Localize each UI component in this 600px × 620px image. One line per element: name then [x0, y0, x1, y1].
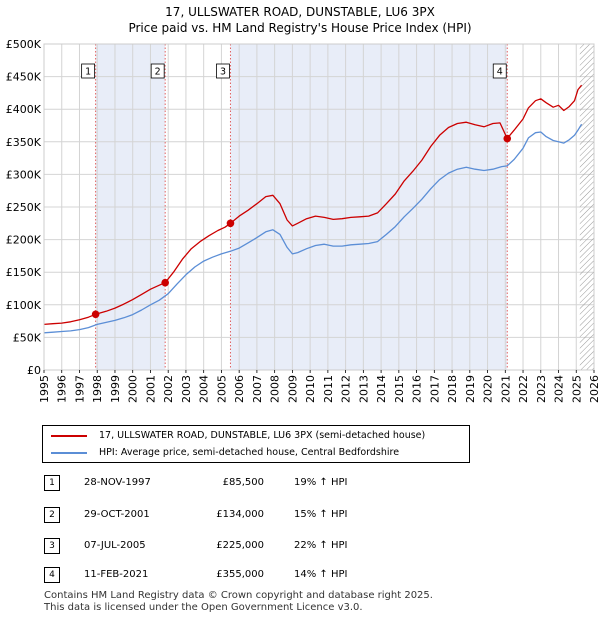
sale-price: £134,000 [216, 509, 264, 520]
sale-label-box [492, 63, 507, 79]
legend-swatch-property [51, 434, 87, 437]
legend-label-property: 17, ULLSWATER ROAD, DUNSTABLE, LU6 3PX (… [99, 430, 426, 441]
hatched-region [579, 44, 594, 370]
sale-hpi-diff: 22% ↑ HPI [294, 540, 348, 551]
x-tick-label: 2006 [233, 375, 246, 403]
x-tick-label: 2012 [340, 375, 353, 403]
x-tick-label: 2003 [180, 375, 193, 403]
y-tick-label: £250K [6, 201, 42, 214]
sale-price: £225,000 [216, 540, 264, 551]
y-tick-label: £0 [27, 364, 41, 377]
x-tick-label: 2023 [535, 375, 548, 403]
y-tick-label: £100K [6, 299, 42, 312]
x-tick-label: 2005 [215, 375, 228, 403]
y-tick-label: £400K [6, 103, 42, 116]
sale-number-badge: 1 [44, 475, 60, 491]
axes: £0 £50K £100K £150K £200K £250K £300K £350K £400… [6, 38, 600, 403]
sale-price: £355,000 [216, 569, 264, 580]
x-tick-label: 1999 [109, 375, 122, 403]
sale-label: 4 [497, 67, 503, 78]
sale-date: 07-JUL-2005 [84, 540, 146, 551]
x-tick-label: 2025 [570, 375, 583, 403]
sale-label: 2 [155, 67, 161, 78]
y-tick-label: £200K [6, 234, 42, 247]
plot-frame [43, 43, 595, 371]
sale-label-box [150, 63, 165, 79]
x-tick-label: 2026 [588, 375, 600, 403]
sale-date: 29-OCT-2001 [84, 509, 150, 520]
x-tick-label: 2013 [357, 375, 370, 403]
y-tick-label: £300K [6, 168, 42, 181]
x-tick-label: 1998 [91, 375, 104, 403]
legend: 17, ULLSWATER ROAD, DUNSTABLE, LU6 3PX (… [42, 425, 470, 463]
footer-copyright: Contains HM Land Registry data © Crown c… [44, 590, 433, 601]
footer-licence: This data is licensed under the Open Gov… [44, 602, 363, 613]
y-tick-label: £500K [6, 38, 42, 51]
chart-title: 17, ULLSWATER ROAD, DUNSTABLE, LU6 3PX [165, 5, 435, 19]
sale-number-badge: 3 [44, 538, 60, 554]
sale-number-badge: 4 [44, 567, 60, 583]
sale-number-badge: 2 [44, 507, 60, 523]
x-tick-label: 2007 [251, 375, 264, 403]
sale-label-box [81, 63, 96, 79]
legend-item-property: 17, ULLSWATER ROAD, DUNSTABLE, LU6 3PX (… [51, 428, 425, 444]
x-tick-label: 2020 [482, 375, 495, 403]
x-tick-label: 2016 [411, 375, 424, 403]
x-tick-label: 2010 [304, 375, 317, 403]
series-lines [43, 84, 583, 334]
x-tick-label: 2009 [286, 375, 299, 403]
sale-hpi-diff: 15% ↑ HPI [294, 509, 348, 520]
sale-label: 3 [220, 67, 226, 78]
x-tick-label: 2022 [517, 375, 530, 403]
sale-point [91, 310, 100, 319]
forecast-hatch [579, 44, 594, 370]
sale-label-box [216, 63, 230, 79]
x-tick-label: 2000 [127, 375, 140, 403]
x-tick-label: 2018 [446, 375, 459, 403]
x-tick-label: 2001 [144, 375, 157, 403]
x-tick-label: 2011 [322, 375, 335, 403]
sale-point [161, 278, 169, 287]
price-chart: 1 2 3 4 £0 £50K £100K £150K £200K £250K £300K £350… [6, 38, 600, 403]
sale-date: 28-NOV-1997 [84, 477, 151, 488]
x-tick-label: 2004 [198, 375, 211, 403]
footer: Contains HM Land Registry data © Crown c… [44, 590, 433, 614]
y-tick-label: £450K [6, 71, 42, 84]
sale-hpi-diff: 19% ↑ HPI [294, 477, 348, 488]
x-tick-label: 2019 [464, 375, 477, 403]
property-price-line [43, 84, 583, 326]
chart-subtitle: Price paid vs. HM Land Registry's House … [128, 21, 472, 35]
y-tick-label: £50K [13, 331, 42, 344]
y-tick-label: £350K [6, 136, 42, 149]
hpi-line [43, 123, 583, 334]
sale-date: 11-FEB-2021 [84, 569, 149, 580]
sale-labels: 1 2 3 4 [81, 63, 507, 79]
x-tick-label: 1996 [56, 375, 69, 403]
y-tick-label: £150K [6, 266, 42, 279]
sale-points [91, 134, 512, 319]
sale-point [226, 219, 235, 228]
x-tick-label: 1995 [38, 375, 51, 403]
sale-label: 1 [85, 67, 91, 78]
x-tick-label: 2017 [428, 375, 441, 403]
legend-item-hpi: HPI: Average price, semi-detached house,… [51, 445, 399, 461]
x-tick-label: 2002 [162, 375, 175, 403]
x-tick-label: 2015 [393, 375, 406, 403]
x-tick-label: 2014 [375, 375, 388, 403]
legend-label-hpi: HPI: Average price, semi-detached house,… [99, 447, 400, 458]
chart-title-block: 17, ULLSWATER ROAD, DUNSTABLE, LU6 3PX P… [0, 4, 600, 36]
sale-point [503, 134, 512, 143]
sale-hpi-diff: 14% ↑ HPI [294, 569, 348, 580]
sale-price: £85,500 [222, 477, 264, 488]
x-tick-label: 1997 [73, 375, 86, 403]
x-tick-label: 2024 [553, 375, 566, 403]
legend-swatch-hpi [51, 451, 87, 454]
x-tick-label: 2021 [499, 375, 512, 403]
x-tick-label: 2008 [269, 375, 282, 403]
